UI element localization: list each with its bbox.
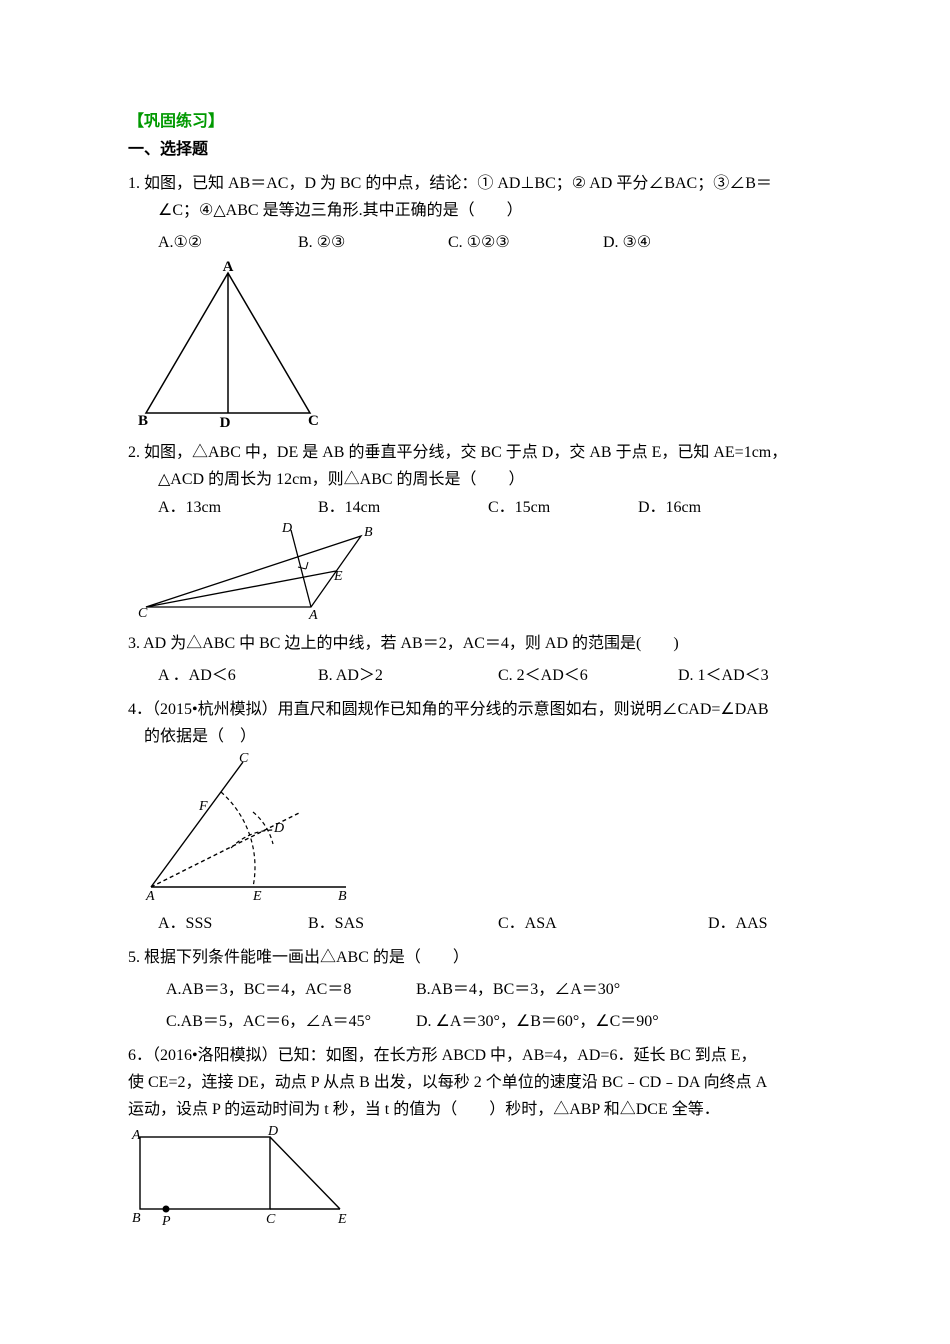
question-5: 5. 根据下列条件能唯一画出△ABC 的是（ ） A.AB＝3，BC＝4，AC＝… bbox=[128, 946, 830, 1034]
question-6: 6．（2016•洛阳模拟）已知：如图，在长方形 ABCD 中，AB=4，AD=6… bbox=[128, 1044, 830, 1230]
triangle-with-perpendicular-icon: C A B D E bbox=[136, 522, 381, 622]
q3-line1: 3. AD 为△ABC 中 BC 边上的中线，若 AB＝2，AC＝4，则 AD … bbox=[128, 632, 830, 656]
label-E: E bbox=[333, 569, 343, 584]
q4-line2: 的依据是（ ） bbox=[144, 725, 830, 749]
label-D: D bbox=[273, 821, 284, 836]
label-C: C bbox=[138, 606, 148, 621]
q2-line2: △ACD 的周长为 12cm，则△ABC 的周长是（ ） bbox=[158, 468, 830, 492]
label-C: C bbox=[239, 752, 249, 766]
q4-choice-b: B．SAS bbox=[308, 912, 498, 936]
question-1: 1. 如图，已知 AB＝AC，D 为 BC 的中点，结论：① AD⊥BC；② A… bbox=[128, 172, 830, 431]
q2-choice-d: D．16cm bbox=[638, 496, 701, 520]
q2-line1: 2. 如图，△ABC 中，DE 是 AB 的垂直平分线，交 BC 于点 D，交 … bbox=[128, 441, 830, 465]
q5-choice-c: C.AB＝5，AC＝6，∠A＝45° bbox=[166, 1010, 416, 1034]
question-2: 2. 如图，△ABC 中，DE 是 AB 的垂直平分线，交 BC 于点 D，交 … bbox=[128, 441, 830, 622]
document-page: 【巩固练习】 一、选择题 1. 如图，已知 AB＝AC，D 为 BC 的中点，结… bbox=[0, 0, 950, 1344]
q2-figure: C A B D E bbox=[136, 522, 830, 622]
section-sub-header: 一、选择题 bbox=[128, 138, 830, 162]
q1-choice-d: D. ③④ bbox=[603, 231, 651, 255]
q3-choice-b: B. AD＞2 bbox=[318, 664, 498, 688]
q6-line3: 运动，设点 P 的运动时间为 t 秒，当 t 的值为（ ）秒时，△ABP 和△D… bbox=[128, 1098, 830, 1122]
label-D: D bbox=[220, 415, 231, 431]
label-A: A bbox=[308, 608, 318, 622]
q4-choice-a: A．SSS bbox=[158, 912, 308, 936]
section-header: 【巩固练习】 bbox=[128, 110, 830, 134]
q4-choice-c: C．ASA bbox=[498, 912, 708, 936]
q5-row1: A.AB＝3，BC＝4，AC＝8 B.AB＝4，BC＝3，∠A＝30° bbox=[166, 978, 830, 1002]
label-B: B bbox=[132, 1211, 141, 1226]
label-A: A bbox=[223, 261, 234, 275]
q6-figure: A D B P C E bbox=[128, 1125, 830, 1230]
angle-bisector-construction-icon: A B E C F D bbox=[131, 752, 356, 902]
question-3: 3. AD 为△ABC 中 BC 边上的中线，若 AB＝2，AC＝4，则 AD … bbox=[128, 632, 830, 688]
q1-line1: 1. 如图，已知 AB＝AC，D 为 BC 的中点，结论：① AD⊥BC；② A… bbox=[128, 172, 830, 196]
q5-choice-b: B.AB＝4，BC＝3，∠A＝30° bbox=[416, 978, 620, 1002]
q5-line1: 5. 根据下列条件能唯一画出△ABC 的是（ ） bbox=[128, 946, 830, 970]
rectangle-with-extension-icon: A D B P C E bbox=[128, 1125, 358, 1230]
q1-choice-a: A.①② bbox=[158, 231, 298, 255]
q1-choices: A.①② B. ②③ C. ①②③ D. ③④ bbox=[158, 231, 830, 255]
q1-line2: ∠C；④△ABC 是等边三角形.其中正确的是（ ） bbox=[158, 199, 830, 223]
q4-choice-d: D．AAS bbox=[708, 912, 768, 936]
q2-choices: A．13cm B．14cm C．15cm D．16cm bbox=[158, 496, 830, 520]
q4-figure: A B E C F D bbox=[131, 752, 830, 902]
label-P: P bbox=[161, 1214, 171, 1229]
q4-line1: 4．（2015•杭州模拟）用直尺和圆规作已知角的平分线的示意图如右，则说明∠CA… bbox=[128, 698, 830, 722]
q1-choice-b: B. ②③ bbox=[298, 231, 448, 255]
label-A: A bbox=[131, 1128, 141, 1143]
triangle-icon: A B D C bbox=[128, 261, 338, 431]
label-A: A bbox=[145, 889, 155, 902]
label-E: E bbox=[252, 889, 262, 902]
q2-choice-b: B．14cm bbox=[318, 496, 488, 520]
q3-choice-a: A ．AD＜6 bbox=[158, 664, 318, 688]
q2-choice-a: A．13cm bbox=[158, 496, 318, 520]
q1-figure: A B D C bbox=[128, 261, 830, 431]
label-B: B bbox=[338, 889, 347, 902]
label-C: C bbox=[266, 1212, 276, 1227]
q1-choice-c: C. ①②③ bbox=[448, 231, 603, 255]
q5-choice-a: A.AB＝3，BC＝4，AC＝8 bbox=[166, 978, 416, 1002]
label-E: E bbox=[337, 1212, 347, 1227]
question-4: 4．（2015•杭州模拟）用直尺和圆规作已知角的平分线的示意图如右，则说明∠CA… bbox=[128, 698, 830, 936]
q6-line1: 6．（2016•洛阳模拟）已知：如图，在长方形 ABCD 中，AB=4，AD=6… bbox=[128, 1044, 830, 1068]
q3-choice-d: D. 1＜AD＜3 bbox=[678, 664, 769, 688]
q6-line2: 使 CE=2，连接 DE，动点 P 从点 B 出发，以每秒 2 个单位的速度沿 … bbox=[128, 1071, 830, 1095]
label-F: F bbox=[198, 799, 208, 814]
label-D: D bbox=[281, 522, 292, 536]
q3-choice-c: C. 2＜AD＜6 bbox=[498, 664, 678, 688]
q5-row2: C.AB＝5，AC＝6，∠A＝45° D. ∠A＝30°，∠B＝60°，∠C＝9… bbox=[166, 1010, 830, 1034]
label-C: C bbox=[308, 413, 319, 429]
label-B: B bbox=[138, 413, 148, 429]
label-D: D bbox=[267, 1125, 278, 1139]
label-B: B bbox=[364, 525, 373, 540]
q4-choices: A．SSS B．SAS C．ASA D．AAS bbox=[158, 912, 830, 936]
q3-choices: A ．AD＜6 B. AD＞2 C. 2＜AD＜6 D. 1＜AD＜3 bbox=[158, 664, 830, 688]
q5-choice-d: D. ∠A＝30°，∠B＝60°，∠C＝90° bbox=[416, 1010, 659, 1034]
q2-choice-c: C．15cm bbox=[488, 496, 638, 520]
